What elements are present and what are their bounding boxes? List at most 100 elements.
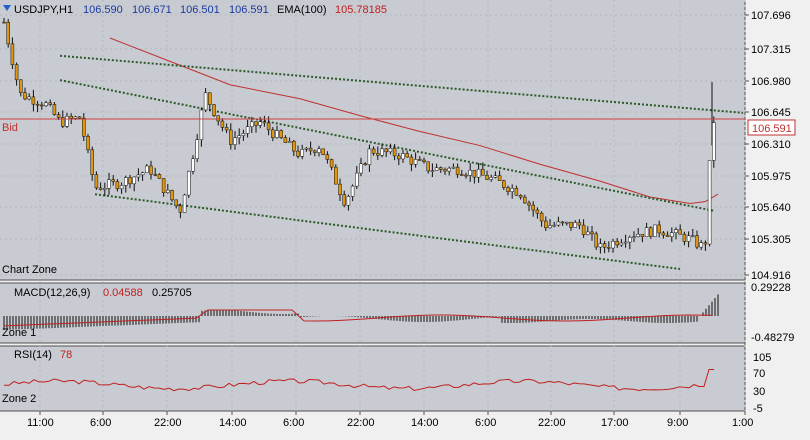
arrow-down-icon	[3, 5, 11, 11]
candle-body	[334, 166, 338, 185]
price-tick-label: 106.645	[751, 107, 791, 119]
candle-body	[229, 129, 233, 145]
candle-body	[577, 222, 582, 226]
macd-axis: 0.29228 -0.48279	[751, 282, 794, 344]
candle-body	[636, 234, 640, 237]
candle-body	[271, 129, 275, 138]
candle-body	[241, 133, 246, 136]
candle-body	[367, 148, 372, 166]
candle-body	[250, 121, 254, 127]
price-tick-label: 106.980	[751, 76, 791, 88]
candle-body	[531, 204, 535, 211]
candle-body	[2, 21, 6, 24]
low-value: 106.501	[180, 4, 220, 16]
candle-body	[208, 92, 212, 105]
price-tick-label: 105.975	[751, 171, 791, 183]
candle-body	[178, 205, 183, 213]
macd-pane[interactable]	[0, 283, 745, 343]
candle-body	[283, 137, 288, 143]
rsi-tick-label: 105	[753, 352, 771, 364]
candle-body	[485, 175, 489, 180]
candle-body	[61, 117, 65, 127]
candle-body	[602, 243, 607, 248]
price-axis-area	[745, 0, 810, 437]
candle-body	[65, 115, 69, 127]
price-tick-label: 107.315	[751, 44, 791, 56]
ema-label: EMA(100)	[277, 4, 327, 16]
candle-body	[300, 149, 304, 157]
candle-body	[548, 225, 552, 229]
rsi-value: 78	[60, 349, 72, 361]
candle-body	[371, 148, 376, 154]
bid-price: 106.591	[752, 123, 792, 135]
chart-zone-label: Chart Zone	[2, 264, 57, 276]
candle-body	[321, 148, 325, 155]
symbol-label: USDJPY,H1	[14, 4, 73, 16]
candle-body	[552, 224, 556, 227]
candle-body	[623, 241, 628, 244]
price-tick-label: 104.916	[751, 270, 791, 282]
time-tick-label: 6:00	[475, 417, 496, 429]
candle-body	[707, 160, 712, 245]
close-value: 106.591	[229, 4, 269, 16]
zone1-label: Zone 1	[2, 327, 36, 339]
main-pane[interactable]	[0, 0, 745, 280]
candle-body	[115, 181, 120, 190]
candle-body	[497, 175, 502, 181]
rsi-tick-label: 70	[753, 368, 765, 380]
candle-body	[510, 188, 514, 192]
candle-body	[455, 166, 460, 175]
candle-body	[6, 21, 10, 45]
candle-body	[166, 189, 170, 193]
candle-body	[615, 241, 619, 246]
candle-body	[258, 121, 262, 126]
candle-body	[527, 202, 531, 206]
price-tick-label: 106.310	[751, 139, 791, 151]
candle-body	[363, 163, 367, 166]
candle-body	[19, 79, 23, 93]
candle-body	[661, 232, 666, 236]
rsi-line	[3, 369, 714, 392]
candle-body	[678, 229, 682, 235]
rsi-label: RSI(14)	[14, 349, 52, 361]
candle-body	[279, 130, 283, 138]
candle-body	[611, 241, 615, 249]
candle-body	[489, 177, 493, 180]
candle-body	[98, 187, 103, 190]
candle-body	[23, 92, 27, 100]
candle-body	[107, 179, 111, 189]
candle-body	[640, 234, 645, 237]
candle-body	[40, 104, 44, 107]
candle-body	[649, 227, 653, 237]
candle-body	[237, 135, 241, 139]
candle-body	[77, 116, 82, 119]
candle-body	[590, 231, 594, 235]
candle-body	[586, 231, 590, 235]
candle-body	[413, 159, 418, 165]
time-tick-label: 6:00	[283, 417, 304, 429]
candle-body	[195, 139, 199, 159]
candle-body	[124, 177, 128, 186]
rsi-tick-label: 30	[753, 386, 765, 398]
candle-body	[430, 170, 435, 172]
rsi-pane[interactable]	[0, 346, 745, 411]
rsi-tick-label: -5	[753, 403, 763, 415]
candle-body	[598, 243, 603, 248]
trend-line	[59, 79, 716, 213]
candle-body	[224, 127, 229, 131]
candle-body	[397, 155, 401, 160]
candle-body	[304, 147, 309, 150]
candle-body	[119, 185, 124, 190]
macd-histogram	[3, 294, 719, 330]
candle-body	[514, 188, 519, 196]
candle-body	[233, 137, 237, 145]
candle-body	[308, 147, 313, 152]
candle-body	[157, 174, 162, 179]
time-tick-label: 14:00	[411, 417, 439, 429]
candle-body	[422, 159, 426, 163]
candle-body	[35, 103, 40, 106]
candle-body	[556, 221, 561, 226]
candle-body	[292, 140, 296, 152]
